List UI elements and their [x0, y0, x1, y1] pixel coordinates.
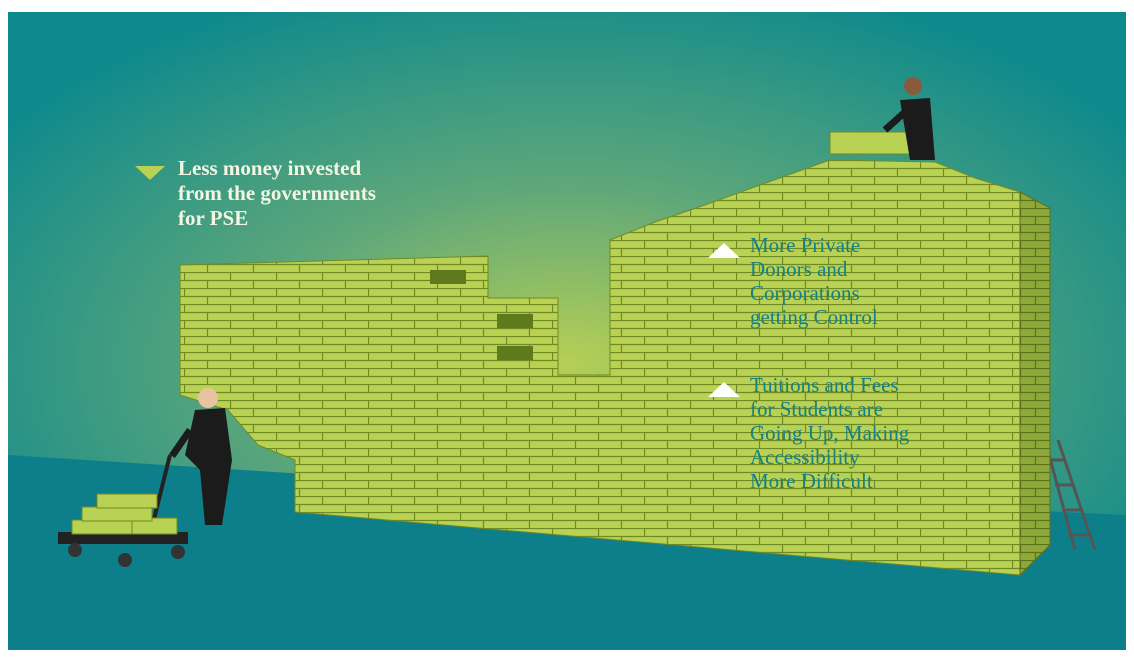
annotation-line: Accessibility — [750, 445, 860, 469]
annotation-line: Corporations — [750, 281, 860, 305]
annotation-line: for Students are — [750, 397, 883, 421]
annotation-line: More Difficult — [750, 469, 873, 493]
annotation-line: getting Control — [750, 305, 878, 329]
wall-side — [1020, 192, 1050, 575]
annotation-line: from the governments — [178, 181, 376, 205]
annotation-line: for PSE — [178, 206, 248, 230]
illustration: Less money investedfrom the governmentsf… — [0, 0, 1134, 661]
annotation-line: Donors and — [750, 257, 848, 281]
annotation-line: Tuitions and Fees — [750, 373, 899, 397]
annotation-line: Less money invested — [178, 156, 361, 180]
annotation-line: More Private — [750, 233, 860, 257]
page: Less money investedfrom the governmentsf… — [0, 0, 1134, 661]
annotation-line: Going Up, Making — [750, 421, 910, 445]
